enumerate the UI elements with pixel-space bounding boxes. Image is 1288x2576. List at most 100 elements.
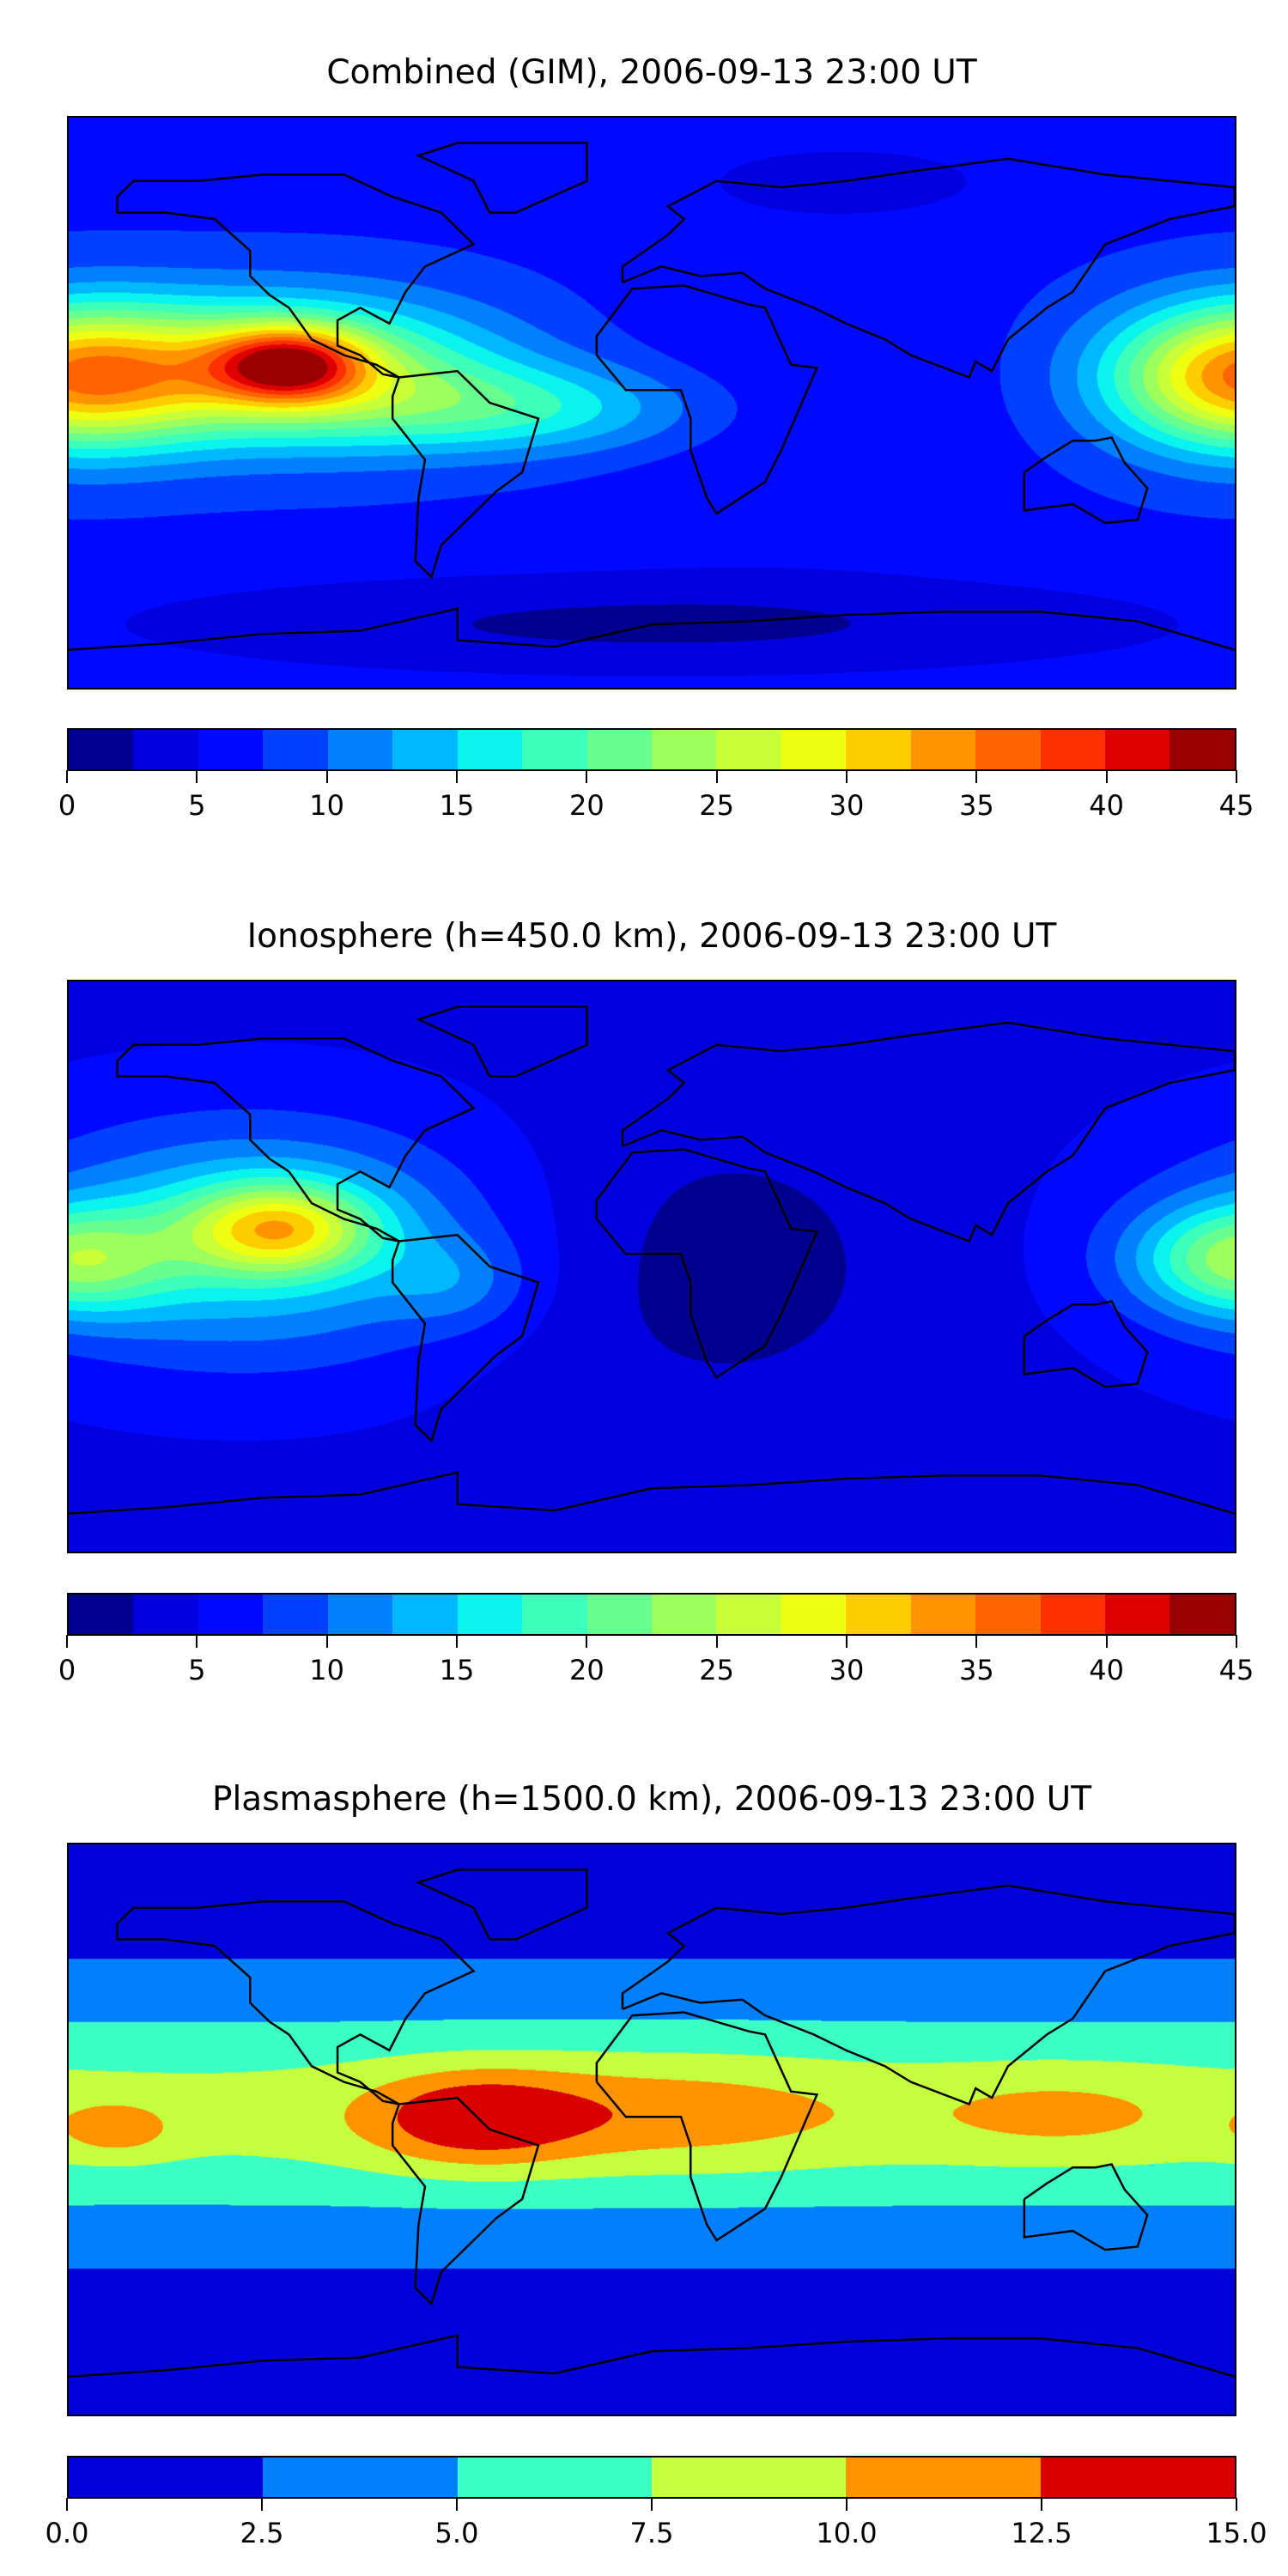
combined-gim-map [67, 116, 1236, 690]
colorbar-tick-label: 10 [309, 1654, 345, 1686]
colorbar-segment [197, 1595, 264, 1634]
coastline [391, 2096, 540, 2306]
colorbar-tick [325, 770, 328, 783]
colorbar-tick [846, 1635, 848, 1648]
colorbar-tick-label: 25 [699, 1654, 735, 1686]
colorbar-tick [66, 2498, 68, 2511]
colorbar-tick-label: 40 [1089, 789, 1125, 822]
colorbar-segment [716, 730, 781, 769]
colorbar-segment [263, 1595, 328, 1634]
colorbar-tick [66, 1635, 68, 1648]
coastline [69, 2334, 1235, 2379]
colorbar-segment [522, 1595, 587, 1634]
colorbar-tick-label: 5.0 [434, 2517, 479, 2549]
colorbar-2 [67, 1593, 1236, 1636]
colorbar-segment [975, 1595, 1041, 1634]
colorbar-segment [69, 2458, 264, 2497]
colorbar-tick [456, 770, 458, 783]
colorbar-segment [392, 730, 458, 769]
colorbar-tick-label: 15 [439, 789, 475, 822]
colorbar-segment [457, 730, 523, 769]
colorbar-tick-label: 7.5 [629, 2517, 674, 2549]
coastline [116, 1900, 476, 2105]
panel-3-title: Plasmasphere (h=1500.0 km), 2006-09-13 2… [211, 1780, 1092, 1819]
colorbar-segment [910, 1595, 976, 1634]
colorbar-tick-label: 35 [958, 1654, 994, 1686]
colorbar-segment [586, 1595, 652, 1634]
colorbar-tick-label: 0 [58, 1654, 76, 1686]
colorbar-tick [846, 2498, 848, 2511]
colorbar-tick [975, 1635, 978, 1648]
colorbar-tick-label: 5 [188, 1654, 206, 1686]
colorbar-segment [522, 730, 587, 769]
colorbar-segment [846, 730, 911, 769]
colorbar-tick-label: 45 [1218, 1654, 1255, 1686]
colorbar-segment [846, 2458, 1041, 2497]
colorbar-segment [327, 730, 393, 769]
colorbar-tick [66, 770, 68, 783]
colorbar-segment [327, 1595, 393, 1634]
coastline [69, 1471, 1235, 1516]
colorbar-segment [133, 1595, 198, 1634]
colorbar-tick-label: 10.0 [816, 2517, 878, 2549]
colorbar-tick [456, 1635, 458, 1648]
coastline [415, 1868, 588, 1941]
colorbar-tick [456, 2498, 458, 2511]
colorbar-tick [325, 1635, 328, 1648]
colorbar-tick [651, 2498, 653, 2511]
colorbar-segment [133, 730, 198, 769]
panel-2-title: Ionosphere (h=450.0 km), 2006-09-13 23:0… [246, 917, 1057, 956]
colorbar-tick-label: 15.0 [1206, 2517, 1267, 2549]
colorbar-3-ticks: 0.0 2.5 5.0 7.5 10.0 12.5 15.0 [46, 2498, 1267, 2558]
colorbar-tick [715, 770, 718, 783]
colorbar-tick [1105, 1635, 1108, 1648]
plasmasphere-map [67, 1843, 1236, 2416]
colorbar-segment [197, 730, 264, 769]
coastline [595, 2011, 819, 2242]
colorbar-tick-label: 45 [1218, 789, 1255, 822]
colorbar-segment [1040, 1595, 1105, 1634]
colorbar-tick [196, 770, 198, 783]
coastline [116, 1037, 476, 1242]
colorbar-segment [651, 1595, 717, 1634]
coastline [1023, 2163, 1149, 2251]
colorbar-segment [846, 1595, 911, 1634]
colorbar-tick [846, 770, 848, 783]
coastline [595, 1148, 819, 1379]
colorbar-tick-label: 15 [439, 1654, 475, 1686]
colorbar-tick-label: 40 [1089, 1654, 1125, 1686]
colorbar-tick-label: 30 [829, 789, 865, 822]
coastline [621, 157, 1235, 380]
colorbar-segment [975, 730, 1041, 769]
coastline [415, 142, 588, 214]
coastline [621, 1021, 1235, 1243]
colorbar-tick [1041, 2498, 1042, 2511]
colorbar-tick [196, 1635, 198, 1648]
colorbar-tick [261, 2498, 263, 2511]
colorbar-tick-label: 2.5 [240, 2517, 284, 2549]
colorbar-segment [263, 730, 328, 769]
coastline [69, 607, 1235, 652]
colorbar-segment [1040, 2458, 1235, 2497]
colorbar-tick [586, 1635, 588, 1648]
coastline [621, 1884, 1235, 2106]
coastline [595, 284, 819, 515]
colorbar-tick-label: 0 [58, 789, 76, 822]
colorbar-segment [1105, 730, 1170, 769]
colorbar-tick-label: 10 [309, 789, 345, 822]
coastlines [69, 1868, 1235, 2379]
colorbar-segment [716, 1595, 781, 1634]
colorbar-segment [586, 730, 652, 769]
colorbar-tick [715, 1635, 718, 1648]
colorbar-segment [457, 2458, 652, 2497]
colorbar-segment [69, 1595, 134, 1634]
panel-1-title: Combined (GIM), 2006-09-13 23:00 UT [326, 53, 977, 92]
colorbar-1 [67, 728, 1236, 771]
coastline [116, 173, 476, 379]
colorbar-tick [975, 770, 978, 783]
colorbar-tick-label: 0.0 [45, 2517, 89, 2549]
colorbar-segment [781, 1595, 847, 1634]
colorbar-segment [1040, 730, 1105, 769]
coastline [1023, 436, 1149, 525]
colorbar-segment [910, 730, 976, 769]
